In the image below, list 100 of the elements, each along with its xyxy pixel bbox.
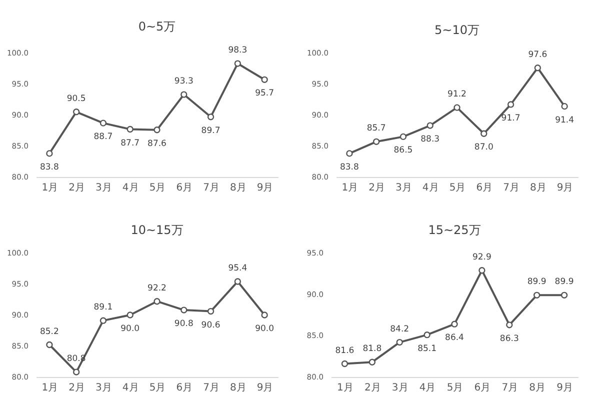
point — [180, 306, 188, 314]
point — [154, 126, 160, 134]
point — [507, 101, 514, 108]
data-label: 85.7 — [366, 124, 386, 134]
data-label: 95.7 — [255, 88, 274, 99]
point — [180, 91, 188, 98]
data-label: 91.7 — [501, 113, 520, 124]
x-tick-label: 9月 — [556, 182, 574, 194]
data-label: 88.7 — [94, 132, 113, 142]
point — [346, 150, 353, 157]
x-tick-label: 9月 — [556, 382, 573, 394]
x-tick-label: 2月 — [68, 382, 86, 394]
x-tick-label: 6月 — [176, 382, 193, 394]
point — [341, 360, 348, 368]
data-label: 90.8 — [174, 319, 194, 330]
x-tick-label: 5月 — [449, 182, 466, 194]
point — [478, 267, 486, 274]
x-tick-label: 7月 — [203, 182, 220, 194]
data-label: 91.2 — [448, 90, 466, 100]
point — [533, 292, 540, 298]
data-label: 90.0 — [255, 324, 274, 334]
chart-title: 5~10万 — [434, 23, 480, 37]
point — [424, 332, 430, 338]
data-label: 90.6 — [201, 320, 220, 330]
x-tick-label: 6月 — [474, 382, 491, 394]
point — [46, 341, 53, 348]
x-tick-label: 8月 — [230, 382, 246, 394]
x-tick-label: 8月 — [530, 182, 546, 194]
data-label: 83.8 — [40, 162, 59, 172]
chart-title: 0~5万 — [138, 20, 176, 34]
x-tick-label: 3月 — [396, 182, 412, 194]
data-label: 81.8 — [362, 344, 382, 354]
x-tick-label: 6月 — [476, 182, 493, 194]
data-label: 89.7 — [201, 126, 220, 136]
data-label: 91.4 — [555, 115, 574, 126]
x-tick-label: 1月 — [342, 182, 358, 194]
point — [207, 308, 214, 315]
x-tick-label: 5月 — [149, 382, 166, 394]
x-tick-label: 1月 — [42, 382, 58, 394]
x-tick-label: 5月 — [446, 382, 464, 394]
x-tick-label: 9月 — [256, 182, 274, 194]
data-label: 90.0 — [120, 324, 140, 334]
point — [454, 104, 460, 111]
point — [372, 138, 380, 145]
x-tick-label: 4月 — [122, 182, 139, 194]
data-label: 81.6 — [335, 346, 354, 356]
x-tick-label: 2月 — [368, 182, 386, 194]
x-tick-label: 3月 — [96, 182, 112, 194]
point — [100, 317, 107, 324]
chart-title: 10~15万 — [130, 223, 184, 237]
data-label: 93.3 — [174, 76, 194, 87]
x-tick-label: 1月 — [337, 382, 354, 394]
x-tick-label: 4月 — [419, 382, 436, 394]
point — [451, 320, 458, 328]
data-label: 87.7 — [120, 138, 140, 148]
chart-title: 15~25万 — [428, 223, 481, 237]
data-label: 87.6 — [148, 138, 166, 149]
point — [72, 368, 80, 376]
point — [368, 358, 376, 366]
point — [207, 114, 214, 120]
x-tick-label: 8月 — [230, 182, 246, 194]
data-label: 92.2 — [148, 283, 166, 294]
point — [261, 312, 268, 318]
point — [234, 60, 242, 67]
data-label: 89.9 — [527, 277, 546, 288]
x-tick-label: 7月 — [502, 382, 518, 394]
data-label: 90.5 — [66, 94, 86, 104]
data-label: 89.9 — [554, 277, 574, 288]
x-tick-label: 2月 — [68, 182, 86, 194]
x-tick-label: 1月 — [42, 182, 58, 194]
data-label: 88.3 — [420, 134, 440, 145]
point — [426, 122, 434, 129]
point — [126, 126, 134, 133]
x-tick-label: 7月 — [203, 382, 220, 394]
x-tick-label: 4月 — [422, 182, 439, 194]
x-tick-label: 9月 — [256, 382, 274, 394]
data-label: 95.4 — [228, 264, 248, 274]
data-label: 84.2 — [390, 324, 410, 334]
x-tick-label: 4月 — [122, 382, 139, 394]
x-tick-label: 3月 — [392, 382, 408, 394]
point — [400, 133, 407, 140]
point — [560, 292, 568, 298]
x-tick-label: 3月 — [96, 382, 112, 394]
x-tick-label: 6月 — [176, 182, 193, 194]
point — [261, 76, 268, 83]
data-label: 98.3 — [228, 46, 248, 56]
point — [234, 278, 242, 285]
point — [154, 298, 160, 305]
data-label: 83.8 — [340, 162, 359, 172]
point — [126, 312, 134, 318]
data-label: 86.3 — [500, 334, 519, 344]
data-label: 86.4 — [445, 333, 464, 344]
point — [480, 130, 488, 137]
data-label: 86.5 — [394, 146, 413, 156]
data-label: 97.6 — [528, 50, 548, 60]
point — [561, 102, 568, 110]
data-label: 92.9 — [472, 252, 492, 262]
x-tick-label: 8月 — [529, 382, 546, 394]
x-tick-label: 5月 — [149, 182, 166, 194]
point — [72, 108, 80, 116]
